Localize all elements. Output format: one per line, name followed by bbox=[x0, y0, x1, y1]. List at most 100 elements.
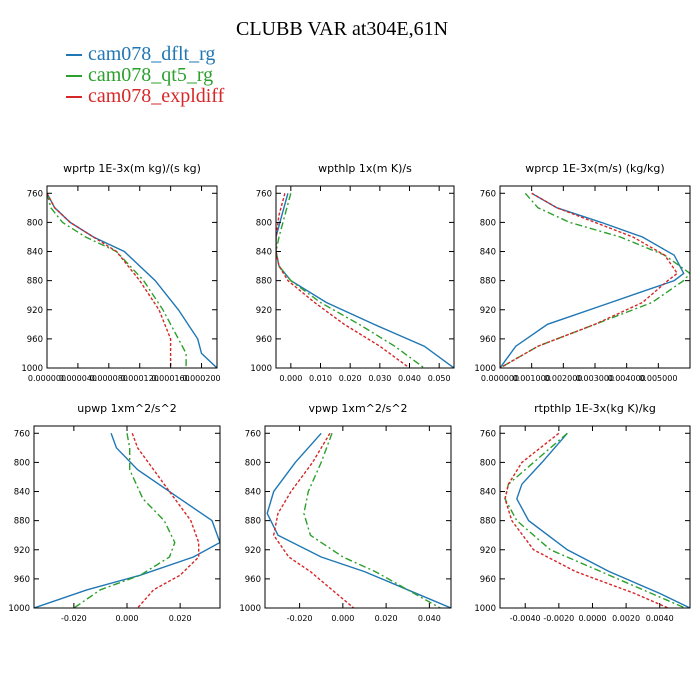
chart-title: wpthlp 1x(m K)/s bbox=[318, 162, 412, 175]
y-tick-label: 880 bbox=[14, 517, 30, 527]
x-tick-label: 0.0040 bbox=[646, 614, 674, 623]
y-tick-label: 800 bbox=[256, 218, 272, 228]
series-line-cam078-dflt-rg bbox=[516, 432, 690, 608]
y-tick-label: 920 bbox=[480, 306, 496, 316]
series-line-cam078-expldiff bbox=[500, 192, 679, 368]
y-tick-label: 760 bbox=[256, 189, 272, 199]
chart-panel-6: rtpthlp 1E-3x(kg K)/kg 760 800 840 880 920 960… bbox=[474, 402, 691, 623]
y-tick-label: 1000 bbox=[21, 364, 43, 374]
x-tick-label: -0.020 bbox=[287, 614, 313, 623]
x-tick-label: 0.000040 bbox=[59, 374, 97, 383]
x-tick-label: 0.000 bbox=[331, 614, 354, 623]
y-tick-label: 960 bbox=[14, 575, 30, 585]
x-tick-label: 0.0020 bbox=[612, 614, 640, 623]
chart-panel-4: upwp 1xm^2/s^2 760 800 840 880 920 960 1000 -0.0… bbox=[8, 402, 221, 623]
legend-swatch-expldiff bbox=[66, 95, 82, 98]
y-tick-label: 800 bbox=[27, 218, 43, 228]
x-tick-label: -0.0040 bbox=[510, 614, 541, 623]
series-line-cam078-expldiff bbox=[47, 192, 172, 368]
y-tick-label: 760 bbox=[14, 429, 30, 439]
series-line-cam078-dflt-rg bbox=[276, 193, 454, 368]
x-tick-label: 0.004000 bbox=[608, 374, 646, 383]
legend-item-expldiff: cam078_expldiff bbox=[66, 86, 224, 107]
x-tick-label: 0.000000 bbox=[481, 374, 519, 383]
y-tick-label: 880 bbox=[27, 277, 43, 287]
legend-swatch-qt5 bbox=[66, 74, 82, 77]
series-line-cam078-expldiff bbox=[272, 432, 355, 608]
x-tick-label: 0.005000 bbox=[639, 374, 677, 383]
series-line-cam078-expldiff bbox=[504, 432, 669, 608]
y-tick-label: 840 bbox=[27, 248, 43, 258]
legend: cam078_dflt_rg cam078_qt5_rg cam078_expl… bbox=[66, 44, 224, 107]
series-line-cam078-dflt-rg bbox=[266, 432, 451, 608]
x-tick-label: 0.0000 bbox=[578, 614, 606, 623]
x-tick-label: 0.000 bbox=[116, 614, 139, 623]
x-tick-label: 0.040 bbox=[418, 614, 441, 623]
legend-label-expldiff: cam078_expldiff bbox=[88, 85, 225, 107]
legend-label-dflt: cam078_dflt_rg bbox=[88, 43, 216, 65]
x-tick-label: 0.020 bbox=[375, 614, 398, 623]
legend-item-dflt: cam078_dflt_rg bbox=[66, 44, 224, 65]
series-line-cam078-qt5-rg bbox=[303, 433, 441, 608]
x-tick-label: 0.002000 bbox=[544, 374, 582, 383]
series-line-cam078-qt5-rg bbox=[73, 433, 176, 608]
y-tick-label: 1000 bbox=[239, 604, 261, 614]
y-tick-label: 960 bbox=[480, 575, 496, 585]
y-tick-label: 880 bbox=[245, 517, 261, 527]
y-tick-label: 1000 bbox=[8, 604, 30, 614]
series-line-cam078-expldiff bbox=[276, 193, 410, 368]
series-line-cam078-dflt-rg bbox=[47, 192, 217, 368]
chart-panel-3: wprcp 1E-3x(m/s) (kg/kg) 760 800 840 880 920 9… bbox=[474, 162, 691, 383]
y-tick-label: 840 bbox=[480, 488, 496, 498]
series-line-cam078-qt5-rg bbox=[276, 193, 425, 368]
x-tick-label: 0.050 bbox=[428, 374, 451, 383]
y-tick-label: 840 bbox=[14, 488, 30, 498]
x-tick-label: 0.010 bbox=[309, 374, 332, 383]
x-tick-label: 0.020 bbox=[169, 614, 192, 623]
y-tick-label: 920 bbox=[27, 306, 43, 316]
plot-frame bbox=[33, 425, 221, 609]
y-tick-label: 760 bbox=[27, 189, 43, 199]
x-tick-label: 0.000080 bbox=[90, 374, 128, 383]
x-tick-label: 0.003000 bbox=[576, 374, 614, 383]
y-tick-label: 800 bbox=[245, 458, 261, 468]
series-line-cam078-dflt-rg bbox=[34, 433, 220, 608]
series-line-cam078-qt5-rg bbox=[47, 193, 187, 368]
x-tick-label: -0.0020 bbox=[543, 614, 574, 623]
x-tick-label: 0.000200 bbox=[182, 374, 220, 383]
y-tick-label: 800 bbox=[480, 458, 496, 468]
chart-title: upwp 1xm^2/s^2 bbox=[77, 402, 177, 415]
series-line-cam078-qt5-rg bbox=[500, 192, 690, 368]
x-tick-label: 0.000120 bbox=[121, 374, 159, 383]
series-line-cam078-qt5-rg bbox=[504, 432, 686, 608]
y-tick-label: 1000 bbox=[250, 364, 272, 374]
plot-frame bbox=[264, 425, 452, 609]
x-tick-label: 0.000160 bbox=[152, 374, 190, 383]
x-tick-label: 0.020 bbox=[339, 374, 362, 383]
y-tick-label: 760 bbox=[480, 189, 496, 199]
legend-label-qt5: cam078_qt5_rg bbox=[88, 64, 214, 86]
page-title-text: CLUBB VAR at304E,61N bbox=[236, 18, 449, 40]
chart-panel-5: vpwp 1xm^2/s^2 760 800 840 880 920 960 1000 -0.0… bbox=[239, 402, 452, 623]
x-tick-label: 0.030 bbox=[368, 374, 391, 383]
x-tick-label: 0.000 bbox=[279, 374, 302, 383]
chart-title: wprcp 1E-3x(m/s) (kg/kg) bbox=[525, 162, 664, 175]
x-tick-label: 0.040 bbox=[398, 374, 421, 383]
y-tick-label: 840 bbox=[245, 488, 261, 498]
y-tick-label: 880 bbox=[480, 517, 496, 527]
y-tick-label: 920 bbox=[256, 306, 272, 316]
chart-title: wprtp 1E-3x(m kg)/(s kg) bbox=[63, 162, 201, 175]
y-tick-label: 1000 bbox=[474, 604, 496, 614]
x-tick-label: 0.000000 bbox=[28, 374, 66, 383]
plot-frame bbox=[46, 185, 218, 369]
y-tick-label: 880 bbox=[480, 277, 496, 287]
plot-frame bbox=[499, 425, 691, 609]
chart-panel-1: wprtp 1E-3x(m kg)/(s kg) 760 800 840 880 920 9… bbox=[21, 162, 220, 383]
y-tick-label: 960 bbox=[256, 335, 272, 345]
plot-frame bbox=[499, 185, 691, 369]
y-tick-label: 760 bbox=[480, 429, 496, 439]
y-tick-label: 960 bbox=[480, 335, 496, 345]
y-tick-label: 840 bbox=[480, 248, 496, 258]
y-tick-label: 920 bbox=[480, 546, 496, 556]
